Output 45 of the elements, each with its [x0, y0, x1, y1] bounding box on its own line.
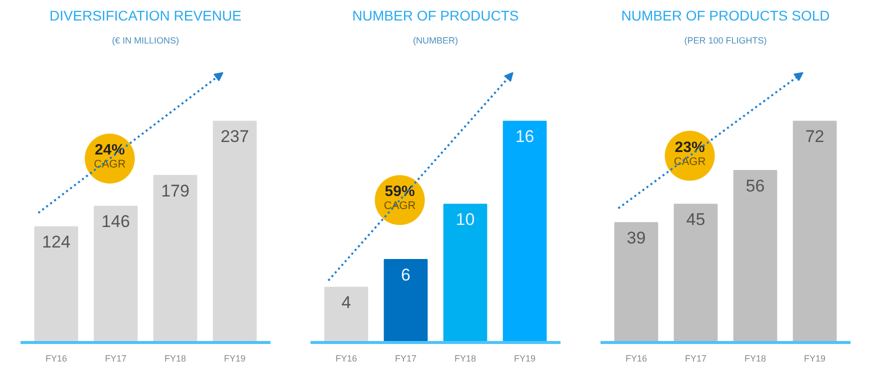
- x-tick-label: FY19: [224, 354, 246, 364]
- data-label: 39: [626, 228, 646, 248]
- x-tick-label: FY16: [45, 354, 67, 364]
- data-label: 6: [401, 265, 410, 284]
- annotation: 59% CAGR: [384, 183, 416, 212]
- bar: [614, 222, 658, 342]
- chart-subtitle: (NUMBER): [413, 36, 458, 46]
- chart-title: NUMBER OF PRODUCTS: [352, 8, 519, 24]
- x-tick-label: FY18: [164, 354, 186, 364]
- data-label: 56: [746, 176, 765, 196]
- data-label: 16: [515, 127, 534, 146]
- data-label: 124: [42, 232, 70, 252]
- bar: [153, 174, 198, 342]
- bar: [34, 226, 78, 342]
- chart-title: NUMBER OF PRODUCTS SOLD: [621, 8, 830, 24]
- x-tick-label: FY16: [625, 354, 647, 364]
- data-label: 4: [341, 293, 351, 312]
- bar: [324, 286, 368, 342]
- x-tick-label: FY19: [514, 354, 536, 364]
- bar: [94, 206, 138, 342]
- annotation: 23% CAGR: [674, 138, 706, 168]
- data-label: 146: [102, 212, 130, 232]
- bar: [212, 120, 257, 342]
- bar: [502, 120, 547, 342]
- bar: [443, 204, 488, 342]
- x-tick-label: FY16: [335, 354, 357, 364]
- data-label: 237: [220, 127, 249, 146]
- data-label: 72: [805, 127, 824, 146]
- data-label: 179: [161, 181, 190, 200]
- annotation: 24% CAGR: [94, 142, 126, 171]
- x-tick-label: FY17: [684, 354, 706, 364]
- chart-subtitle: (€ IN MILLIONS): [112, 36, 180, 46]
- bar: [792, 120, 837, 342]
- data-label: 45: [686, 210, 706, 230]
- bar: [674, 204, 718, 342]
- chart-subtitle: (PER 100 FLIGHTS): [684, 36, 767, 46]
- x-tick-label: FY17: [104, 354, 126, 364]
- data-label: 10: [456, 210, 475, 230]
- chart-title: DIVERSIFICATION REVENUE: [50, 8, 242, 24]
- x-tick-label: FY18: [744, 354, 766, 364]
- bar: [733, 170, 778, 342]
- x-tick-label: FY18: [454, 354, 476, 364]
- x-tick-label: FY17: [394, 354, 416, 364]
- bar: [384, 259, 428, 342]
- x-tick-label: FY19: [804, 354, 826, 364]
